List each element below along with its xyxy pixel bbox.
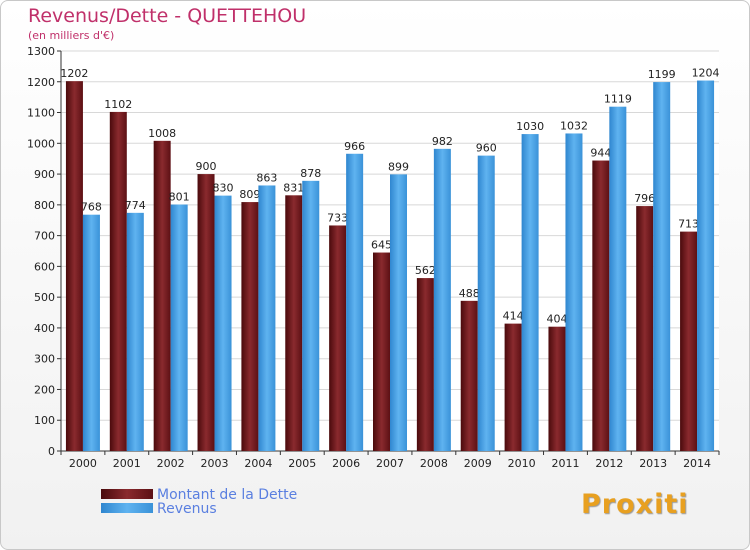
proxiti-logo: Proxiti (581, 489, 689, 520)
chart-subtitle: (en milliers d'€) (28, 29, 115, 42)
data-label-dette: 796 (634, 192, 655, 205)
bar-revenus (653, 82, 671, 452)
x-tick-label: 2004 (244, 457, 272, 470)
bar-dette (329, 225, 347, 451)
data-label-revenus: 768 (81, 201, 102, 214)
bar-revenus (697, 80, 715, 452)
chart-title: Revenus/Dette - QUETTEHOU (28, 5, 307, 27)
data-label-revenus: 774 (125, 199, 146, 212)
bar-revenus (565, 133, 583, 451)
data-label-dette: 713 (678, 218, 699, 231)
data-label-revenus: 1119 (604, 93, 632, 106)
data-label-dette: 809 (239, 188, 260, 201)
data-label-revenus: 1032 (560, 119, 588, 132)
bar-dette (636, 206, 654, 451)
y-tick-label: 300 (34, 353, 55, 366)
y-tick-label: 500 (34, 291, 55, 304)
data-label-dette: 1102 (104, 98, 132, 111)
bar-dette (197, 174, 215, 452)
data-label-dette: 831 (283, 181, 304, 194)
data-label-dette: 645 (371, 239, 392, 252)
bar-dette (680, 231, 698, 451)
bar-dette (241, 202, 259, 451)
bar-dette (592, 160, 610, 452)
y-tick-label: 0 (48, 445, 55, 458)
bar-dette (373, 252, 390, 451)
x-tick-label: 2009 (464, 457, 492, 470)
data-label-revenus: 982 (432, 135, 453, 148)
x-tick-label: 2002 (157, 457, 185, 470)
legend-label-dette: Montant de la Dette (157, 487, 297, 503)
bar-revenus (126, 212, 144, 451)
x-tick-label: 2007 (376, 457, 404, 470)
bar-dette (548, 326, 566, 451)
x-tick-label: 2013 (639, 457, 667, 470)
data-label-dette: 1202 (60, 67, 88, 80)
data-label-dette: 944 (590, 147, 611, 160)
data-label-revenus: 863 (256, 171, 277, 184)
y-tick-label: 700 (34, 230, 55, 243)
bar-dette (504, 323, 522, 451)
legend-label-revenus: Revenus (157, 501, 217, 517)
legend-swatch-dette (101, 489, 153, 499)
bar-revenus (609, 106, 627, 451)
bar-dette (109, 111, 127, 451)
y-tick-label: 1000 (27, 137, 55, 150)
x-tick-label: 2006 (332, 457, 360, 470)
bar-revenus (214, 195, 232, 451)
y-tick-label: 100 (34, 414, 55, 427)
x-tick-label: 2012 (595, 457, 623, 470)
data-label-dette: 414 (503, 310, 524, 323)
y-tick-label: 800 (34, 199, 55, 212)
bar-revenus (390, 174, 407, 451)
data-label-revenus: 1030 (516, 120, 544, 133)
data-label-dette: 404 (546, 313, 567, 326)
bar-revenus (170, 204, 188, 451)
x-tick-label: 2014 (683, 457, 711, 470)
data-label-dette: 488 (459, 287, 480, 300)
data-label-revenus: 1199 (648, 68, 676, 81)
y-tick-label: 400 (34, 322, 55, 335)
y-tick-label: 1100 (27, 107, 55, 120)
data-label-revenus: 960 (476, 142, 497, 155)
data-label-revenus: 801 (169, 191, 190, 204)
data-label-revenus: 878 (300, 167, 321, 180)
bar-revenus (521, 134, 539, 452)
x-tick-label: 2010 (508, 457, 536, 470)
bar-dette (153, 140, 171, 451)
y-tick-label: 1300 (27, 45, 55, 58)
bar-revenus (433, 148, 451, 451)
x-tick-label: 2011 (551, 457, 579, 470)
x-tick-label: 2001 (113, 457, 141, 470)
bar-dette (285, 195, 303, 451)
data-label-revenus: 1204 (692, 67, 720, 80)
data-label-revenus: 830 (213, 182, 234, 195)
bar-revenus (477, 155, 495, 451)
x-tick-label: 2000 (69, 457, 97, 470)
data-label-dette: 733 (327, 211, 348, 224)
x-tick-label: 2003 (201, 457, 229, 470)
y-tick-label: 900 (34, 168, 55, 181)
y-tick-label: 1200 (27, 76, 55, 89)
bar-revenus (346, 153, 364, 451)
data-label-dette: 900 (196, 160, 217, 173)
bar-dette (65, 81, 83, 452)
bar-dette (416, 278, 434, 451)
y-tick-label: 200 (34, 383, 55, 396)
bar-revenus (82, 214, 100, 451)
data-label-dette: 562 (415, 264, 436, 277)
bar-dette (460, 300, 478, 451)
data-label-revenus: 966 (344, 140, 365, 153)
y-tick-label: 600 (34, 260, 55, 273)
bar-revenus (258, 185, 276, 451)
data-label-revenus: 899 (388, 160, 409, 173)
legend-swatch-revenus (101, 503, 153, 513)
x-tick-label: 2005 (288, 457, 316, 470)
bar-revenus (302, 180, 320, 451)
data-label-dette: 1008 (148, 127, 176, 140)
x-tick-label: 2008 (420, 457, 448, 470)
